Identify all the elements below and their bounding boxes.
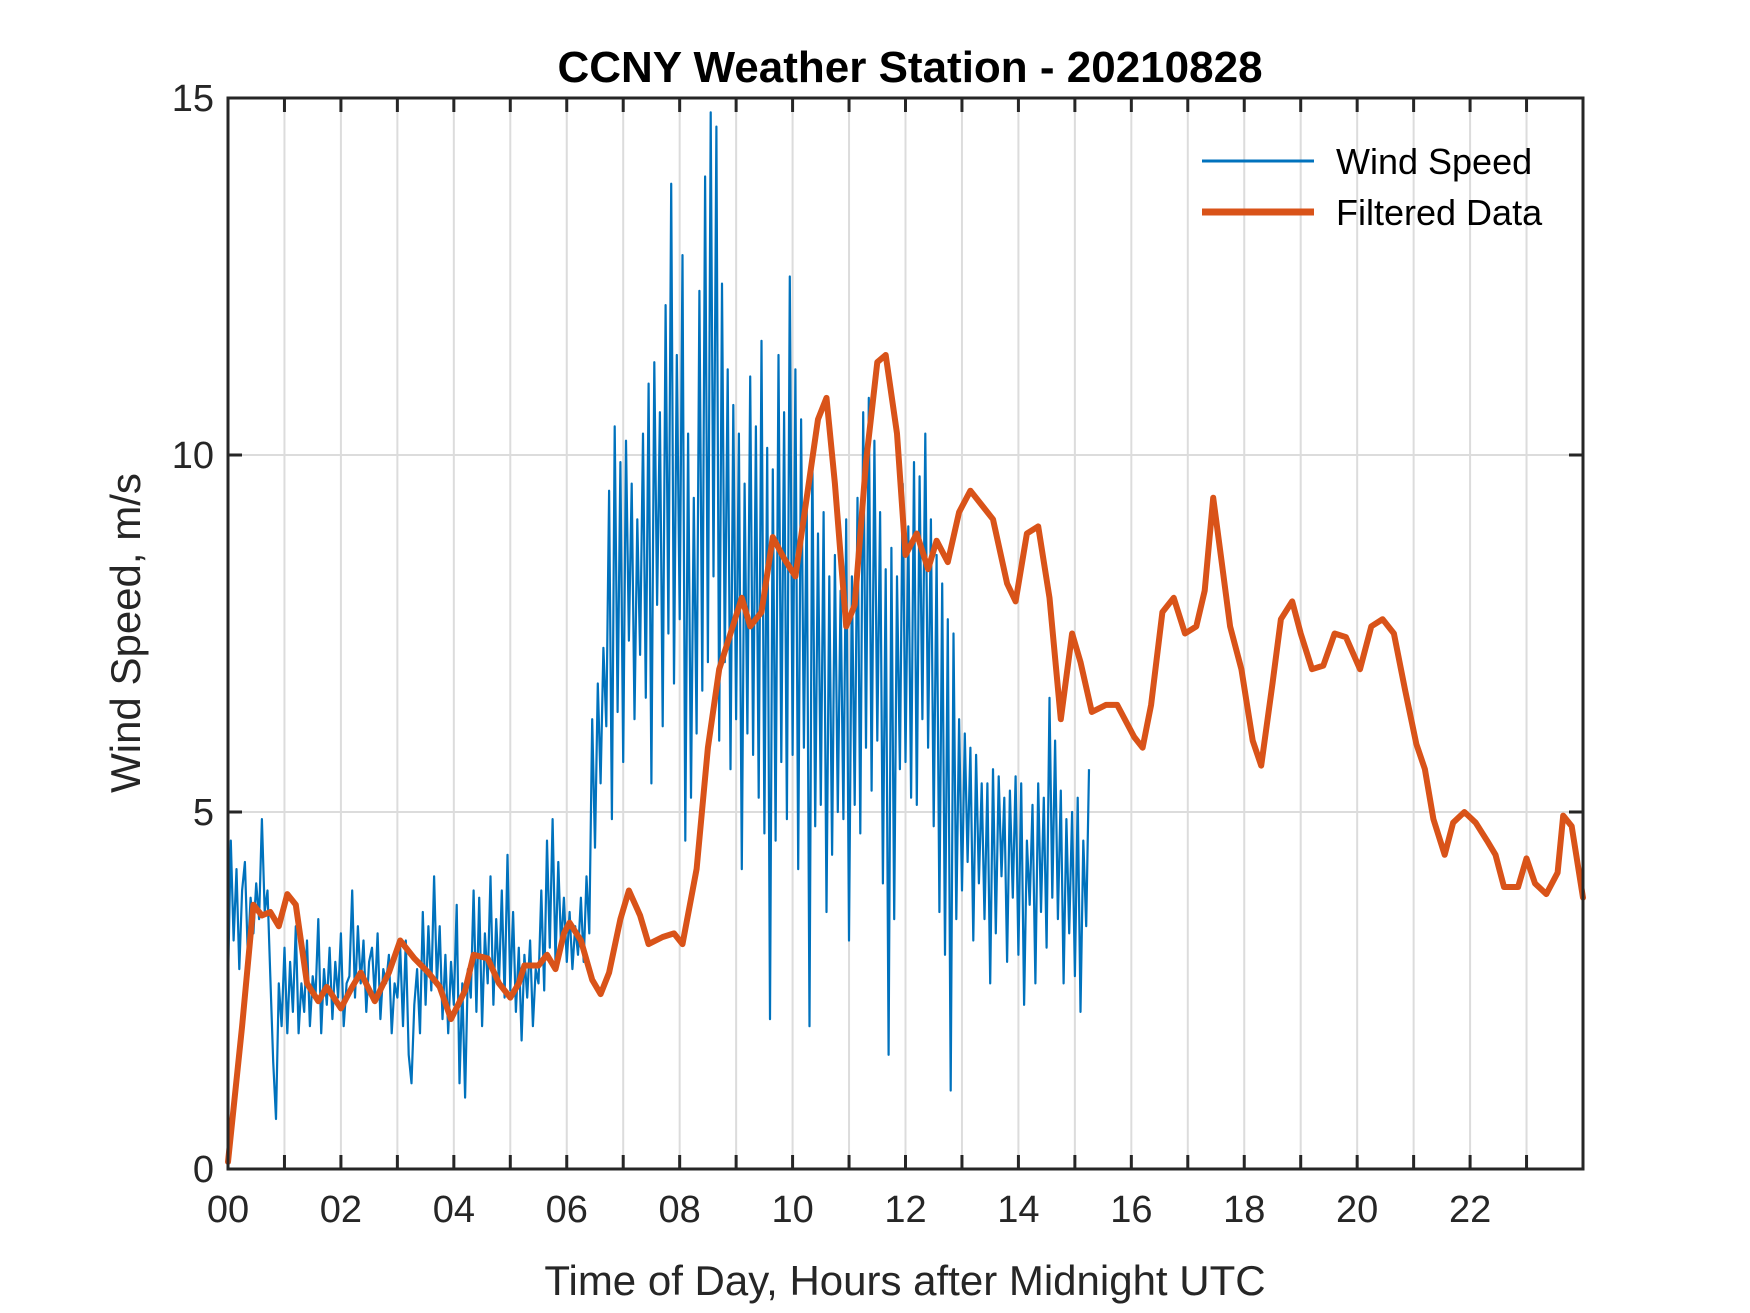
x-tick-label: 06 <box>546 1189 588 1231</box>
y-tick-label: 10 <box>172 435 214 477</box>
x-axis-label: Time of Day, Hours after Midnight UTC <box>544 1257 1265 1304</box>
y-tick-label: 5 <box>193 792 214 834</box>
x-tick-label: 02 <box>320 1189 362 1231</box>
legend: Wind Speed Filtered Data <box>1202 141 1543 233</box>
x-tick-label: 00 <box>207 1189 249 1231</box>
y-tick-label: 15 <box>172 78 214 120</box>
x-tick-label: 20 <box>1336 1189 1378 1231</box>
tick-labels: 00 02 04 06 08 10 12 14 16 18 20 22 0 5 10 15 <box>172 78 1492 1231</box>
x-tick-label: 18 <box>1223 1189 1265 1231</box>
legend-label-filtered-data: Filtered Data <box>1336 192 1543 233</box>
axes <box>226 96 1585 1171</box>
x-tick-label: 16 <box>1110 1189 1152 1231</box>
x-tick-label: 14 <box>997 1189 1039 1231</box>
legend-label-wind-speed: Wind Speed <box>1336 141 1532 182</box>
chart-title: CCNY Weather Station - 20210828 <box>557 43 1262 92</box>
x-tick-label: 22 <box>1449 1189 1491 1231</box>
wind-speed-line <box>226 111 1091 1121</box>
x-tick-label: 12 <box>884 1189 926 1231</box>
y-axis-label: Wind Speed, m/s <box>102 473 149 793</box>
filtered-data-line <box>225 352 1586 1165</box>
wind-speed-series <box>226 111 1091 1121</box>
x-tick-label: 08 <box>659 1189 701 1231</box>
y-tick-label: 0 <box>193 1149 214 1191</box>
x-tick-label: 04 <box>433 1189 475 1231</box>
x-tick-label: 10 <box>771 1189 813 1231</box>
filtered-data-series <box>225 352 1586 1165</box>
